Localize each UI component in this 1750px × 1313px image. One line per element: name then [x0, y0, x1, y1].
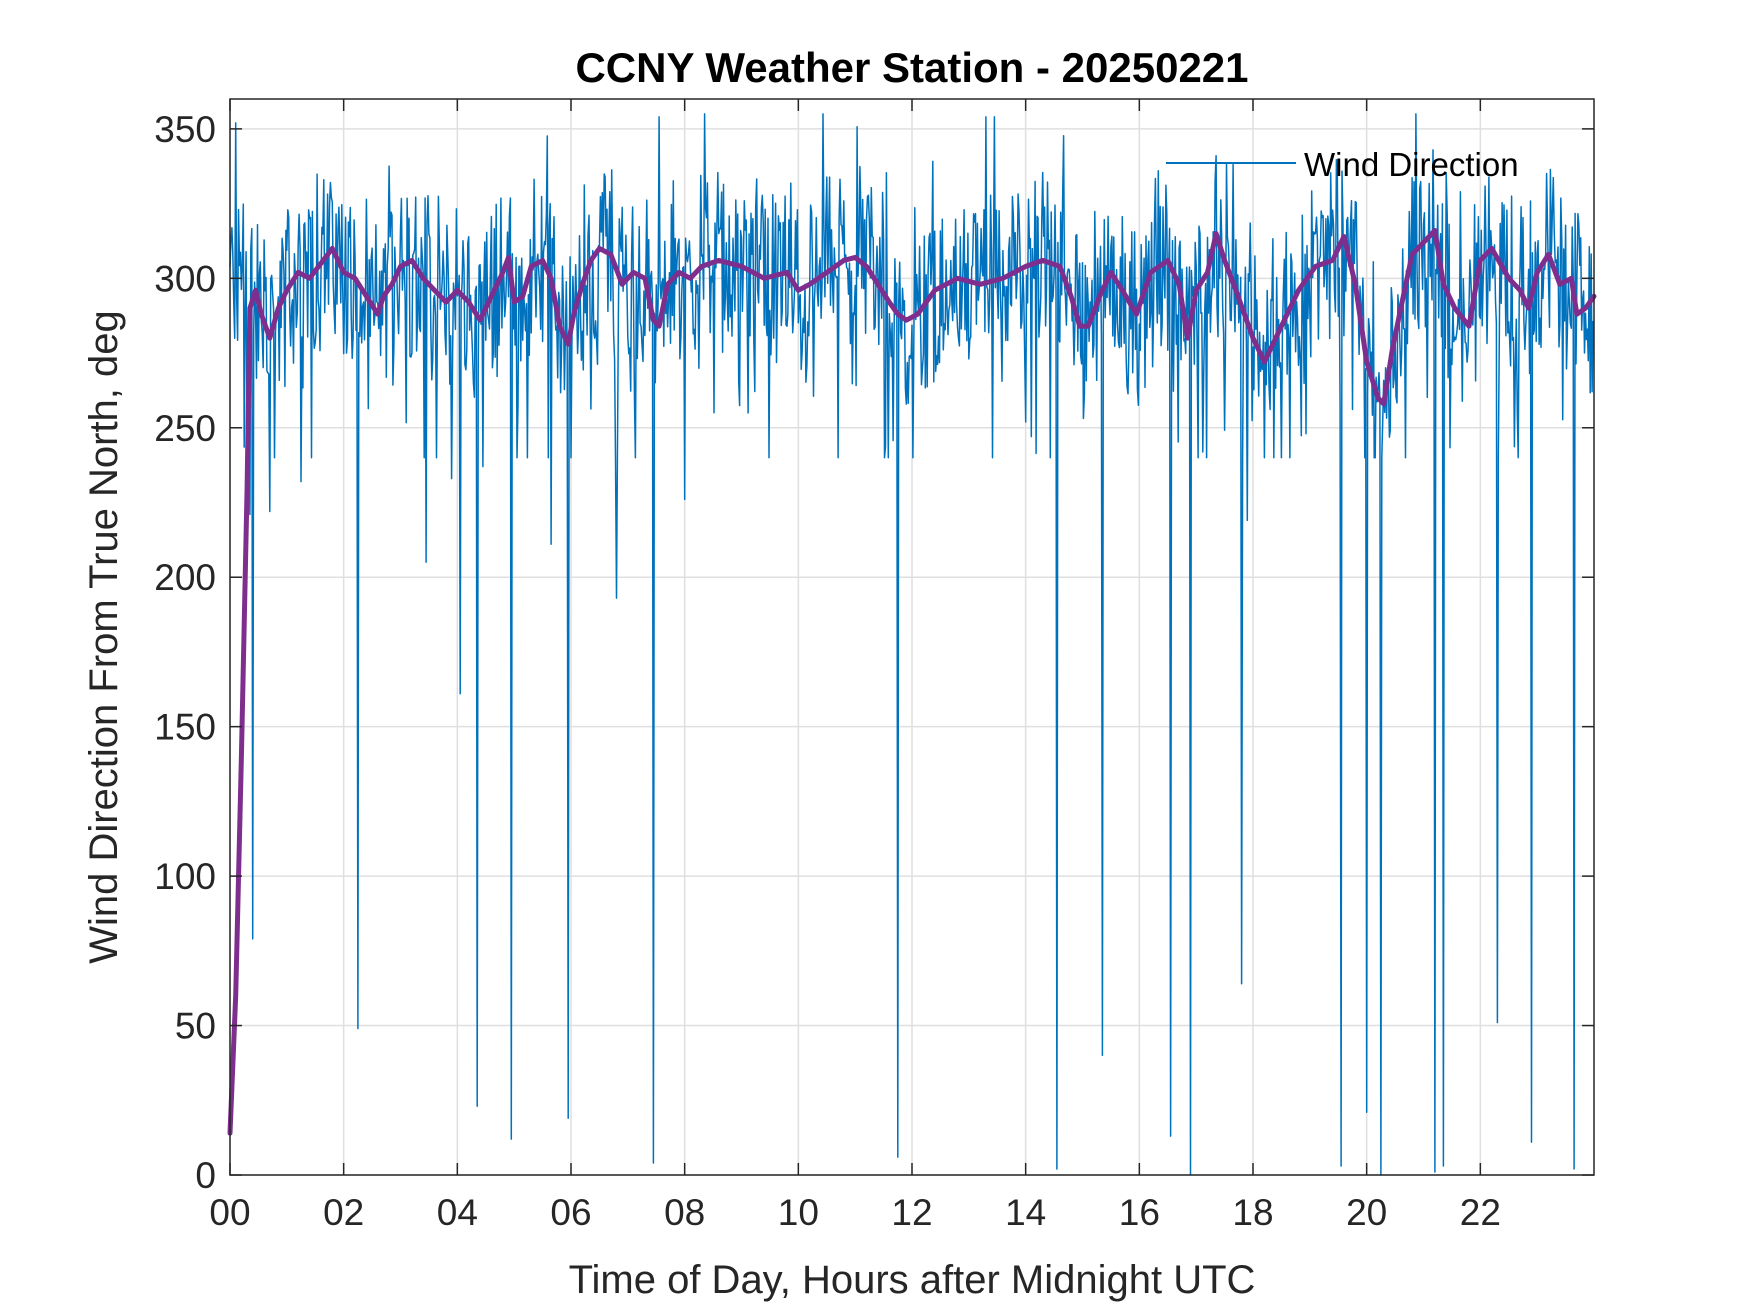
y-tick-label: 300 [154, 258, 216, 299]
y-tick-label: 250 [154, 408, 216, 449]
x-tick-label: 20 [1346, 1192, 1387, 1233]
x-tick-labels: 00 02 04 06 08 10 12 14 16 18 20 22 [209, 1192, 1500, 1233]
chart-title: CCNY Weather Station - 20250221 [575, 44, 1248, 91]
x-tick-label: 02 [323, 1192, 364, 1233]
x-tick-label: 08 [664, 1192, 705, 1233]
y-axis-label: Wind Direction From True North, deg [82, 310, 126, 964]
y-tick-label: 0 [195, 1155, 216, 1196]
smoothed-line [227, 228, 1597, 1136]
y-tick-label: 50 [175, 1006, 216, 1047]
x-tick-label: 14 [1005, 1192, 1046, 1233]
x-tick-label: 18 [1232, 1192, 1273, 1233]
legend-label-wind-direction: Wind Direction [1304, 146, 1519, 183]
x-tick-label: 00 [209, 1192, 250, 1233]
legend: Wind Direction [1166, 146, 1519, 183]
y-tick-label: 100 [154, 856, 216, 897]
y-tick-labels: 0 50 100 150 200 250 300 350 [154, 109, 216, 1196]
y-tick-label: 200 [154, 557, 216, 598]
series-smoothed [227, 228, 1597, 1136]
x-tick-label: 12 [891, 1192, 932, 1233]
x-tick-label: 16 [1119, 1192, 1160, 1233]
x-tick-label: 22 [1460, 1192, 1501, 1233]
x-axis-label: Time of Day, Hours after Midnight UTC [569, 1258, 1256, 1302]
x-tick-label: 10 [778, 1192, 819, 1233]
series-wind-direction [229, 113, 1594, 1176]
y-tick-label: 150 [154, 707, 216, 748]
x-tick-label: 06 [550, 1192, 591, 1233]
x-tick-label: 04 [437, 1192, 478, 1233]
y-tick-label: 350 [154, 109, 216, 150]
wind-direction-line [229, 113, 1594, 1176]
tick-marks [229, 99, 1594, 1176]
